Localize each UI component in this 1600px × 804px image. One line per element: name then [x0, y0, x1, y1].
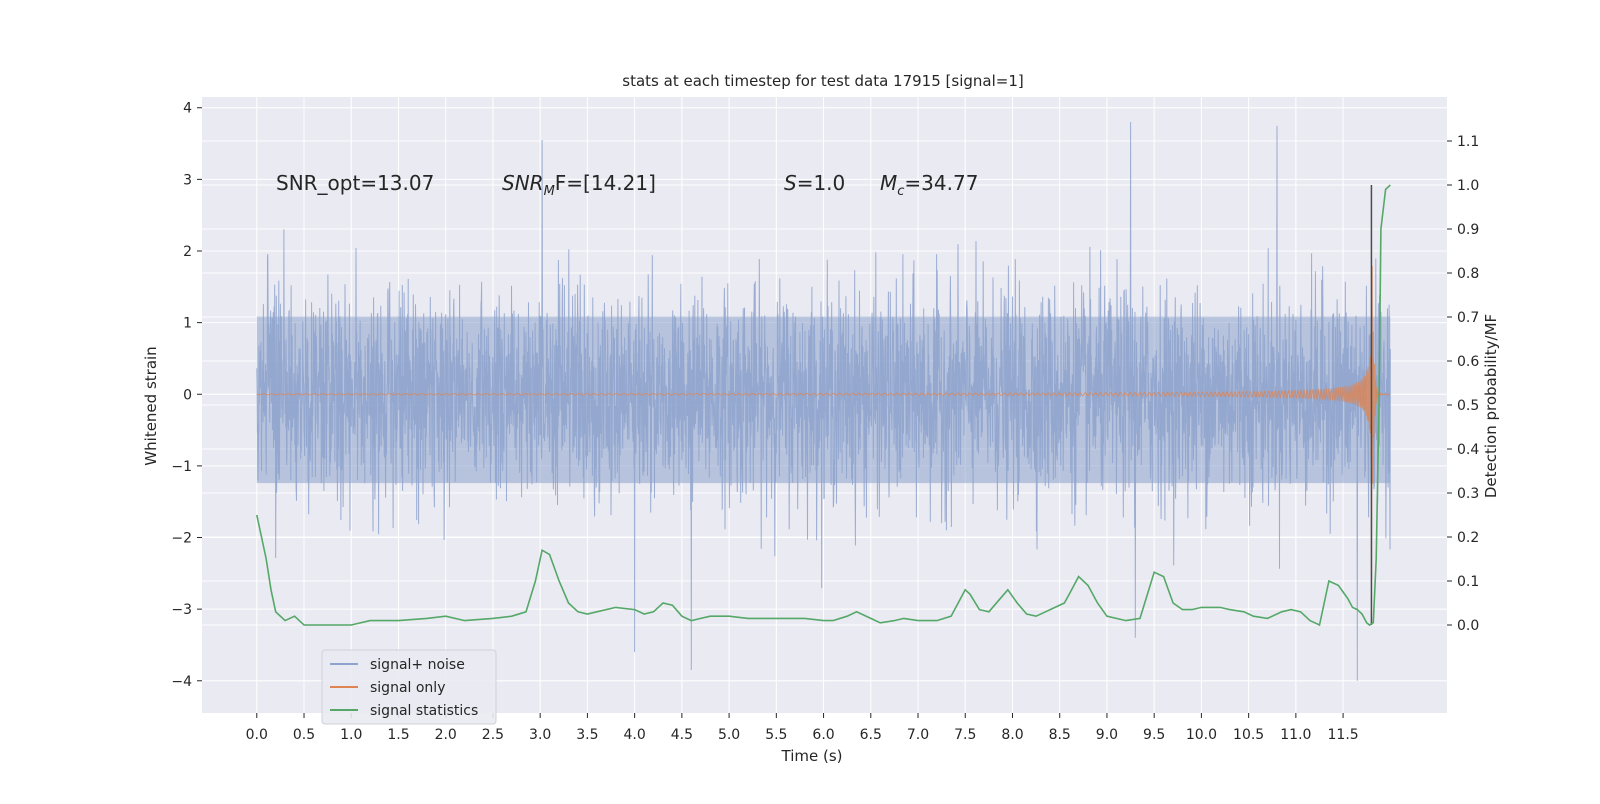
y-tick-label-right: 0.2 [1457, 530, 1479, 546]
x-tick-label: 8.0 [1001, 727, 1023, 743]
x-tick-label: 3.0 [529, 727, 551, 743]
x-tick-label: 1.0 [340, 727, 362, 743]
y-tick-label-right: 0.0 [1457, 618, 1479, 634]
y-tick-label-left: −2 [171, 531, 192, 547]
x-tick-label: 1.5 [387, 727, 409, 743]
y-tick-label-left: 3 [183, 172, 192, 188]
y-tick-label-right: 0.1 [1457, 574, 1479, 590]
y-tick-label-right: 0.5 [1457, 398, 1479, 414]
annotation-snr-mf: SNRMF=[14.21] [502, 171, 656, 199]
legend-entry: signal statistics [370, 703, 478, 719]
signal-only-line [256, 265, 1391, 579]
x-tick-label: 0.5 [293, 727, 315, 743]
x-tick-label: 2.0 [435, 727, 457, 743]
y-tick-label-left: −1 [171, 459, 192, 475]
y-tick-label-right: 0.3 [1457, 486, 1479, 502]
y-tick-label-right: 0.9 [1457, 222, 1479, 238]
signal-statistics-line [256, 184, 1391, 627]
x-tick-label: 5.5 [765, 727, 787, 743]
x-tick-label: 10.5 [1233, 727, 1264, 743]
y-tick-label-left: 2 [183, 244, 192, 260]
x-tick-label: 7.0 [907, 727, 929, 743]
y-tick-label-left: 4 [183, 101, 192, 117]
x-tick-label: 4.5 [671, 727, 693, 743]
y-tick-label-right: 0.8 [1457, 266, 1479, 282]
x-tick-label: 6.5 [860, 727, 882, 743]
annotation-snr-opt: SNR_opt=13.07 [276, 171, 434, 195]
x-tick-label: 10.0 [1186, 727, 1217, 743]
y-tick-label-left: 1 [183, 316, 192, 332]
y-axis-label-right: Detection probability/MF [1482, 314, 1500, 498]
y-tick-label-left: 0 [183, 387, 192, 403]
legend-entry: signal only [370, 680, 445, 696]
x-tick-label: 3.5 [576, 727, 598, 743]
x-tick-label: 8.5 [1049, 727, 1071, 743]
y-tick-label-right: 0.6 [1457, 354, 1479, 370]
legend: signal+ noise signal only signal statistic… [321, 649, 497, 725]
x-axis-label: Time (s) [781, 747, 843, 765]
signal-noise-core [256, 316, 1391, 484]
y-tick-label-left: −4 [171, 674, 192, 690]
y-tick-label-right: 0.4 [1457, 442, 1479, 458]
legend-entry: signal+ noise [370, 657, 465, 673]
chart-title: stats at each timestep for test data 179… [622, 72, 1023, 90]
y-axis-label-left: Whitened strain [142, 346, 160, 465]
x-tick-label: 0.0 [246, 727, 268, 743]
annotation-mc: Mc=34.77 [880, 171, 978, 199]
x-tick-label: 9.0 [1096, 727, 1118, 743]
y-tick-label-right: 0.7 [1457, 310, 1479, 326]
y-tick-label-right: 1.0 [1457, 178, 1479, 194]
x-tick-label: 5.0 [718, 727, 740, 743]
x-tick-label: 9.5 [1143, 727, 1165, 743]
x-tick-label: 6.0 [812, 727, 834, 743]
annotation-s: S=1.0 [784, 171, 845, 195]
y-tick-label-left: −3 [171, 602, 192, 618]
x-tick-label: 11.0 [1280, 727, 1311, 743]
legend-box [321, 649, 497, 725]
x-tick-label: 7.5 [954, 727, 976, 743]
x-tick-label: 11.5 [1328, 727, 1359, 743]
y-tick-label-right: 1.1 [1457, 134, 1479, 150]
x-tick-label: 2.5 [482, 727, 504, 743]
x-tick-label: 4.0 [623, 727, 645, 743]
